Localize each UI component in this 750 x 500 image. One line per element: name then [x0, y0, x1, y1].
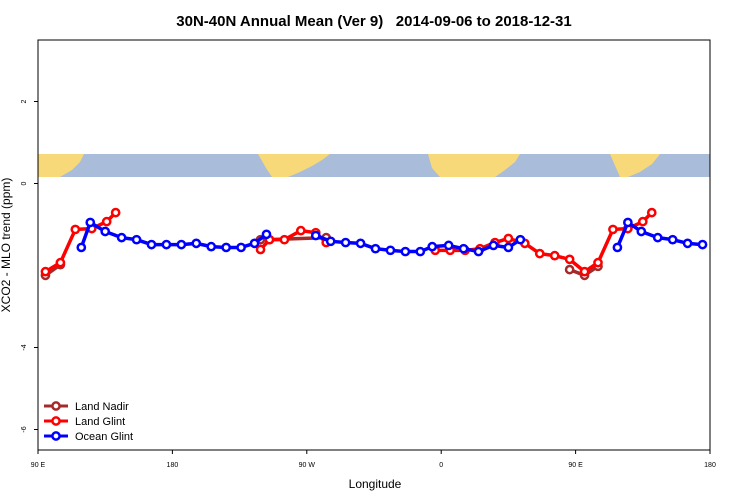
point: [608, 224, 618, 235]
legend-marker: [51, 431, 61, 441]
chart-title: 30N-40N Annual Mean (Ver 9) 2014-09-06 t…: [176, 13, 571, 30]
point: [646, 207, 657, 218]
x-tick-label: 90 W: [299, 462, 316, 469]
point: [370, 243, 381, 254]
x-tick-label: 90 E: [31, 462, 46, 469]
legend-marker: [51, 416, 61, 426]
point: [101, 216, 112, 227]
y-tick-label: -4: [21, 344, 28, 350]
x-tick-label: 180: [704, 462, 716, 469]
point: [443, 240, 454, 251]
point: [652, 232, 663, 243]
point: [325, 236, 336, 247]
point: [236, 242, 246, 253]
point: [667, 234, 678, 245]
point: [161, 239, 172, 250]
point: [191, 238, 202, 249]
x-axis-label: Longitude: [349, 477, 402, 491]
point: [612, 242, 623, 253]
point: [400, 246, 411, 257]
point: [110, 207, 121, 218]
point: [76, 242, 87, 253]
point: [385, 245, 396, 256]
point: [221, 242, 232, 253]
point: [310, 230, 321, 241]
x-tick-label: 180: [167, 462, 179, 469]
map-strip: [38, 154, 710, 177]
point: [131, 234, 142, 245]
point: [564, 264, 575, 275]
point: [503, 242, 514, 253]
point: [637, 216, 648, 227]
y-axis-label: XCO2 - MLO trend (ppm): [0, 178, 13, 313]
legend-label: Land Glint: [75, 416, 125, 428]
point: [549, 250, 560, 261]
point: [40, 266, 51, 277]
y-tick-label: 2: [21, 99, 28, 103]
point: [206, 241, 217, 252]
point: [473, 246, 484, 257]
point: [340, 237, 351, 248]
point: [564, 254, 575, 265]
plot-frame: [37, 39, 711, 451]
point: [295, 225, 306, 236]
point: [415, 246, 426, 257]
point: [427, 241, 438, 252]
point: [249, 238, 260, 249]
point: [146, 239, 157, 250]
point: [116, 232, 127, 243]
point: [70, 224, 81, 235]
legend-marker: [51, 401, 61, 411]
point: [697, 239, 708, 250]
x-tick-label: 90 E: [568, 462, 583, 469]
point: [100, 226, 111, 237]
point: [279, 234, 290, 245]
point: [55, 257, 66, 268]
y-tick-label: -6: [21, 426, 28, 432]
point: [261, 229, 272, 240]
point: [593, 257, 603, 268]
point: [255, 244, 266, 255]
point: [355, 238, 366, 249]
legend-label: Land Nadir: [75, 401, 129, 413]
point: [579, 266, 590, 277]
point: [85, 217, 96, 228]
point: [534, 248, 545, 259]
point: [623, 217, 633, 228]
point: [636, 226, 647, 237]
point: [515, 234, 526, 245]
x-tick-label: 0: [439, 462, 443, 469]
point: [458, 243, 469, 254]
legend-label: Ocean Glint: [75, 431, 133, 443]
point: [176, 239, 187, 250]
point: [503, 233, 514, 244]
point: [488, 240, 499, 251]
y-tick-label: 0: [21, 181, 28, 185]
point: [682, 238, 693, 249]
